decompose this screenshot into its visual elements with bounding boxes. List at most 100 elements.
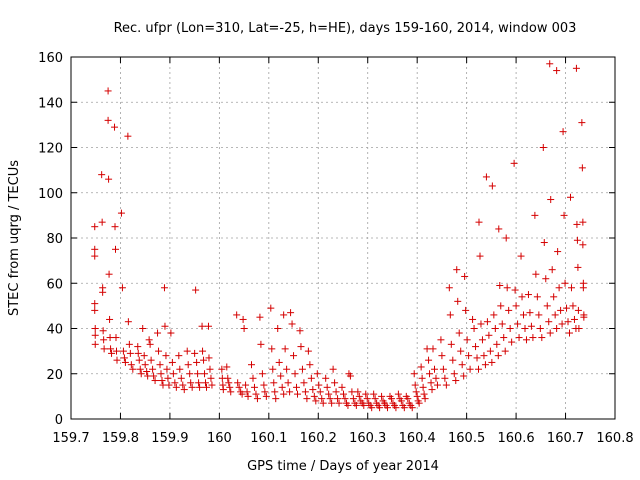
data-point (458, 361, 466, 369)
x-tick-label: 159.9 (151, 431, 188, 446)
data-point (233, 311, 241, 319)
data-point (136, 365, 144, 373)
data-point (287, 309, 295, 317)
data-point (578, 119, 586, 127)
data-point (315, 381, 323, 389)
data-point (352, 401, 360, 409)
x-tick-label: 160.1 (250, 431, 287, 446)
data-point (193, 358, 201, 366)
data-point (426, 370, 434, 378)
data-point (483, 318, 491, 326)
data-point (91, 306, 99, 314)
data-point (187, 379, 195, 387)
data-point (445, 284, 453, 292)
data-point (223, 363, 231, 371)
data-point (298, 365, 306, 373)
data-point (150, 372, 158, 380)
data-point (438, 352, 446, 360)
data-point (472, 343, 480, 351)
data-point (100, 345, 108, 353)
data-point (493, 340, 501, 348)
data-point (470, 325, 478, 332)
data-point (574, 263, 582, 271)
data-point (502, 234, 510, 242)
data-point (511, 286, 519, 294)
data-point (420, 390, 428, 398)
data-point (457, 347, 465, 355)
data-point (536, 325, 544, 332)
data-point (461, 272, 469, 280)
data-point (579, 241, 587, 249)
data-point (158, 377, 166, 385)
data-point (290, 352, 298, 360)
data-point (413, 392, 421, 400)
data-point (258, 370, 266, 378)
data-point (149, 365, 157, 373)
data-point (423, 345, 431, 353)
data-point (134, 349, 142, 357)
data-point (144, 372, 152, 380)
data-point (579, 284, 587, 292)
data-point (363, 395, 371, 403)
data-point (267, 304, 275, 312)
data-point (490, 311, 498, 319)
data-point (127, 361, 135, 369)
data-point (270, 379, 278, 387)
x-tick-label: 159.8 (102, 431, 139, 446)
data-point (160, 284, 168, 292)
data-point (176, 365, 184, 373)
data-point (411, 381, 419, 389)
data-point (469, 315, 477, 323)
data-point (503, 284, 511, 292)
data-point (555, 284, 563, 292)
x-tick-label: 160.7 (547, 431, 584, 446)
data-point (574, 306, 582, 314)
data-point (91, 300, 99, 308)
data-point (378, 392, 386, 400)
data-point (316, 388, 324, 396)
data-point (553, 67, 561, 75)
data-point (250, 383, 258, 391)
data-point (307, 374, 315, 382)
data-point (496, 282, 504, 290)
data-point (234, 379, 242, 387)
data-point (280, 390, 288, 398)
data-point (137, 370, 145, 378)
data-point (249, 374, 257, 382)
data-point (539, 144, 547, 151)
data-point (284, 379, 292, 387)
data-point (112, 245, 120, 253)
data-point (162, 352, 170, 360)
data-point (482, 173, 490, 181)
data-point (394, 390, 402, 398)
data-point (498, 320, 506, 328)
data-point (476, 252, 484, 260)
data-point (397, 397, 405, 405)
data-point (272, 395, 280, 403)
data-point (261, 388, 269, 396)
data-point (179, 381, 187, 389)
x-tick-labels: 159.7 159.8 159.9 160 160.1 160.2 160.3 160.4 16… (52, 431, 633, 446)
data-point (512, 302, 520, 310)
data-point (526, 309, 534, 317)
data-point (135, 356, 143, 364)
data-point (177, 374, 185, 382)
data-point (441, 374, 449, 382)
data-point (286, 388, 294, 396)
data-point (260, 381, 268, 389)
plot-frame (70, 56, 616, 420)
data-point (274, 325, 282, 332)
data-point (542, 275, 550, 283)
data-point (91, 245, 99, 253)
data-point (180, 386, 188, 394)
data-point (312, 397, 320, 405)
data-point (524, 291, 532, 299)
data-point (171, 379, 179, 387)
data-point (283, 365, 291, 373)
data-point (500, 334, 508, 342)
data-point (277, 372, 285, 380)
data-point (449, 356, 457, 364)
data-point (205, 354, 213, 362)
data-point (199, 347, 207, 355)
data-point (573, 220, 581, 228)
